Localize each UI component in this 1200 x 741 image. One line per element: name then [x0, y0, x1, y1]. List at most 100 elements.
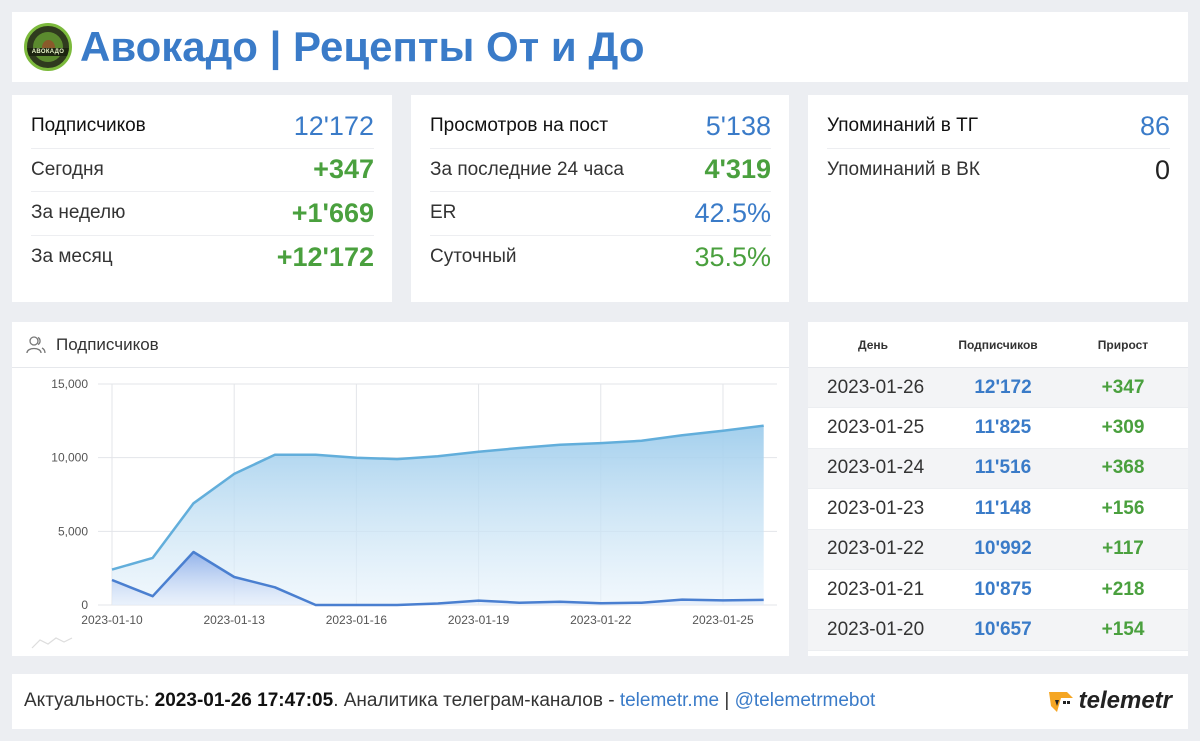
- telemetr-brand[interactable]: telemetr: [1047, 687, 1172, 715]
- stat-value: 86: [1139, 110, 1170, 141]
- chart-header: Подписчиков: [26, 334, 159, 356]
- stat-row-mentions-tg: Упоминаний в ТГ 86: [827, 105, 1170, 149]
- footer-timestamp: 2023-01-26 17:47:05: [154, 690, 334, 711]
- x-tick-label: 2023-01-19: [448, 613, 510, 627]
- stat-row-week: За неделю +1'669: [31, 192, 374, 236]
- table-row: 2023-01-26 12'172 +347: [808, 368, 1188, 409]
- cell-growth: +154: [1101, 619, 1145, 641]
- stat-value: 12'172: [293, 110, 374, 141]
- telemetr-link[interactable]: telemetr.me: [619, 690, 720, 711]
- stat-value: 35.5%: [694, 241, 771, 272]
- daily-table: День Подписчиков Прирост 2023-01-26 12'1…: [808, 322, 1188, 656]
- divider: [12, 367, 789, 368]
- stat-value: +12'172: [276, 241, 374, 272]
- cell-day: 2023-01-26: [827, 376, 925, 398]
- y-axis-labels: 0 5,000 10,000 15,000: [51, 377, 88, 612]
- cell-subscribers: 11'148: [974, 497, 1032, 519]
- col-header-day[interactable]: День: [858, 337, 888, 352]
- cell-subscribers: 11'825: [974, 417, 1032, 439]
- page-title: Авокадо | Рецепты От и До: [80, 23, 645, 70]
- table-row: 2023-01-23 11'148 +156: [808, 489, 1188, 530]
- table-row: 2023-01-24 11'516 +368: [808, 448, 1188, 490]
- footer-prefix: Актуальность:: [24, 690, 155, 711]
- cell-growth: +117: [1102, 538, 1144, 560]
- stat-value: 4'319: [704, 154, 772, 185]
- table-header: День Подписчиков Прирост: [808, 322, 1188, 368]
- views-card: Просмотров на пост 5'138 За последние 24…: [411, 95, 789, 302]
- cell-day: 2023-01-24: [827, 457, 925, 479]
- stat-row-today: Сегодня +347: [31, 149, 374, 192]
- stat-row-subscribers: Подписчиков 12'172: [31, 105, 374, 149]
- footer: Актуальность: 2023-01-26 17:47:05. Анали…: [12, 674, 1188, 729]
- col-header-subscribers[interactable]: Подписчиков: [958, 337, 1038, 352]
- x-tick-label: 2023-01-13: [203, 613, 265, 627]
- stat-row-daily-er: Суточный 35.5%: [430, 236, 771, 280]
- cell-subscribers: 10'875: [974, 578, 1032, 600]
- x-tick-label: 2023-01-25: [692, 613, 754, 627]
- x-axis-labels: 2023-01-10 2023-01-13 2023-01-16 2023-01-19…: [81, 613, 754, 627]
- cell-subscribers: 10'657: [974, 619, 1032, 641]
- stat-label: Упоминаний в ТГ: [827, 115, 979, 137]
- stat-value: 5'138: [705, 110, 771, 141]
- stat-label: Упоминаний в ВК: [827, 159, 980, 181]
- subscribers-chart-panel: Подписчиков 0 5,000 10,000 15,000 2023-01-1…: [12, 322, 789, 656]
- users-icon: [26, 336, 46, 354]
- stat-value: +1'669: [291, 197, 374, 228]
- cell-growth: +218: [1101, 578, 1145, 600]
- y-tick-label: 15,000: [51, 377, 88, 391]
- stat-label: Суточный: [430, 246, 517, 268]
- footer-middle: . Аналитика телеграм-каналов -: [333, 690, 620, 711]
- cell-day: 2023-01-22: [827, 538, 925, 560]
- series-area-1: [112, 552, 764, 605]
- x-tick-label: 2023-01-22: [570, 613, 632, 627]
- table-row: 2023-01-20 10'657 +154: [808, 610, 1188, 651]
- chart-areas: [112, 425, 764, 605]
- stat-value: 42.5%: [694, 197, 771, 228]
- x-tick-label: 2023-01-16: [326, 613, 388, 627]
- header: АВОКАДО Авокадо | Рецепты От и До: [12, 12, 1188, 82]
- y-tick-label: 0: [81, 598, 88, 612]
- table-row: 2023-01-25 11'825 +309: [808, 408, 1188, 449]
- stat-label: Сегодня: [31, 158, 104, 180]
- cell-growth: +309: [1101, 417, 1145, 439]
- series-line-1: [111, 550, 764, 607]
- stat-value: +347: [313, 154, 374, 185]
- stat-row-views-24h: За последние 24 часа 4'319: [430, 149, 772, 192]
- channel-avatar: АВОКАДО: [24, 23, 72, 71]
- stat-label: ER: [430, 202, 457, 224]
- footer-text: Актуальность: 2023-01-26 17:47:05. Анали…: [24, 690, 875, 712]
- table-row: 2023-01-21 10'875 +218: [808, 570, 1188, 611]
- cell-growth: +156: [1101, 497, 1145, 519]
- footer-separator: |: [719, 690, 735, 711]
- subscribers-card: Подписчиков 12'172 Сегодня +347 За недел…: [12, 95, 392, 302]
- cell-day: 2023-01-20: [827, 619, 925, 641]
- cell-day: 2023-01-21: [827, 578, 925, 600]
- cell-growth: +347: [1101, 376, 1145, 398]
- x-tick-label: 2023-01-10: [81, 613, 143, 627]
- stat-row-er: ER 42.5%: [430, 192, 771, 236]
- stat-label: За неделю: [31, 202, 126, 224]
- stat-label: Просмотров на пост: [430, 115, 609, 137]
- stat-label: За месяц: [31, 246, 113, 268]
- y-tick-label: 10,000: [51, 451, 88, 465]
- telemetr-bot-link[interactable]: @telemetrmebot: [734, 690, 876, 711]
- telemetr-logo-icon: [1048, 692, 1073, 712]
- brand-name: telemetr: [1078, 687, 1172, 714]
- mentions-card: Упоминаний в ТГ 86 Упоминаний в ВК 0: [808, 95, 1188, 302]
- cell-day: 2023-01-23: [827, 497, 925, 519]
- chart-title: Подписчиков: [56, 335, 159, 354]
- avatar-logo-text: АВОКАДО: [27, 48, 69, 56]
- zoom-handle[interactable]: [31, 637, 73, 649]
- table-row: 2023-01-22 10'992 +117: [808, 529, 1188, 570]
- series-area-0: [112, 425, 764, 605]
- stat-row-views-per-post: Просмотров на пост 5'138: [430, 105, 771, 149]
- stat-label: За последние 24 часа: [430, 158, 624, 180]
- chart-lines: [111, 424, 764, 607]
- cell-subscribers: 10'992: [974, 538, 1032, 560]
- cell-subscribers: 12'172: [974, 376, 1032, 398]
- cell-growth: +368: [1101, 457, 1145, 479]
- cell-subscribers: 11'516: [974, 457, 1032, 479]
- cell-day: 2023-01-25: [827, 417, 925, 439]
- col-header-growth[interactable]: Прирост: [1097, 337, 1149, 352]
